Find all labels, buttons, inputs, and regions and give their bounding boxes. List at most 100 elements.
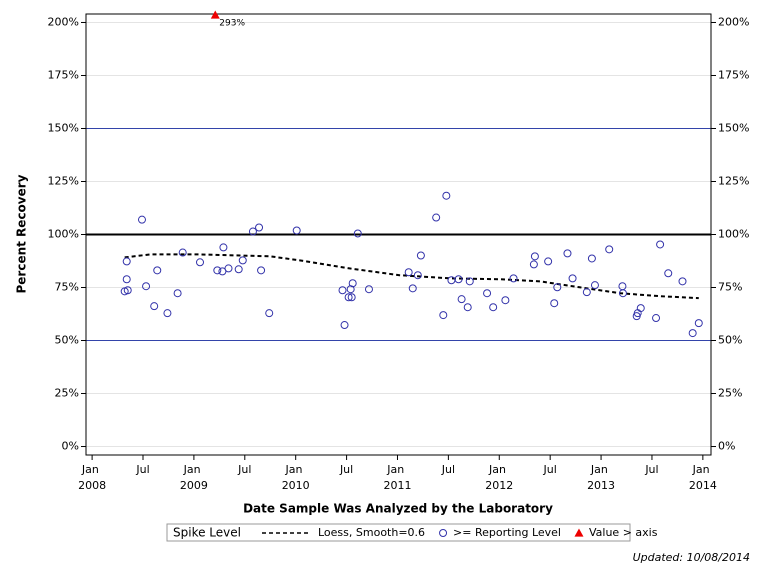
data-point: [432, 213, 441, 222]
y-tick-label: 200%: [48, 15, 79, 28]
y-tick-label: 150%: [48, 121, 79, 134]
x-axis-title: Date Sample Was Analyzed by the Laborato…: [243, 502, 553, 516]
y-tick-label: 25%: [55, 387, 79, 400]
data-point: [238, 256, 247, 265]
data-point: [408, 284, 417, 293]
data-point: [489, 303, 498, 312]
x-tick-label: Jan 2009: [180, 463, 208, 492]
data-point: [618, 289, 627, 298]
data-point: [636, 304, 645, 313]
data-point: [347, 293, 356, 302]
y2-tick-label: 25%: [718, 387, 742, 400]
x-tick-label: Jul: [441, 463, 455, 476]
x-tick-label: Jul: [339, 463, 353, 476]
data-point: [694, 319, 703, 328]
data-point: [529, 260, 538, 269]
data-point: [353, 229, 362, 238]
data-point: [257, 266, 266, 275]
data-point: [348, 279, 357, 288]
legend-box: [166, 523, 631, 542]
y-tick-label: 75%: [55, 281, 79, 294]
data-point: [509, 274, 518, 283]
plot-frame: [85, 13, 712, 456]
y-tick-label: 125%: [48, 174, 79, 187]
data-point: [587, 254, 596, 263]
data-point: [416, 251, 425, 260]
x-tick-label: Jan 2011: [383, 463, 411, 492]
data-point: [605, 245, 614, 254]
data-point: [582, 288, 591, 297]
data-point: [163, 309, 172, 318]
off-axis-marker: [210, 10, 220, 19]
data-point: [122, 257, 131, 266]
y2-tick-label: 50%: [718, 334, 742, 347]
data-point: [153, 266, 162, 275]
data-point: [338, 286, 347, 295]
data-point: [255, 223, 264, 232]
y-tick-label: 50%: [55, 334, 79, 347]
loess-line: [124, 253, 699, 300]
data-point: [123, 286, 132, 295]
data-point: [590, 281, 599, 290]
y-tick-label: 100%: [48, 228, 79, 241]
data-point: [196, 258, 205, 267]
data-point: [364, 285, 373, 294]
data-point: [439, 311, 448, 320]
y2-tick-label: 0%: [718, 440, 735, 453]
data-point: [678, 277, 687, 286]
data-point: [465, 277, 474, 286]
data-point: [656, 240, 665, 249]
legend-label: Loess, Smooth=0.6: [318, 526, 425, 539]
data-point: [463, 303, 472, 312]
y2-tick-label: 175%: [718, 68, 749, 81]
data-point: [142, 282, 151, 291]
data-point: [122, 275, 131, 284]
data-point: [234, 265, 243, 274]
data-point: [454, 275, 463, 284]
y2-tick-label: 200%: [718, 15, 749, 28]
data-point: [501, 296, 510, 305]
data-point: [652, 314, 661, 323]
y2-tick-label: 150%: [718, 121, 749, 134]
data-point: [150, 302, 159, 311]
data-point: [346, 285, 355, 294]
y2-tick-label: 125%: [718, 174, 749, 187]
y2-tick-label: 100%: [718, 228, 749, 241]
y2-tick-label: 75%: [718, 281, 742, 294]
legend-label: Value > axis: [589, 526, 658, 539]
x-tick-label: Jul: [644, 463, 658, 476]
data-point: [137, 215, 146, 224]
legend-label: >= Reporting Level: [453, 526, 561, 539]
x-tick-label: Jul: [543, 463, 557, 476]
y-tick-label: 175%: [48, 68, 79, 81]
data-point: [563, 249, 572, 258]
x-tick-label: Jul: [237, 463, 251, 476]
data-label: 293%: [219, 19, 245, 29]
data-point: [340, 321, 349, 330]
data-point: [265, 309, 274, 318]
y-tick-label: 0%: [62, 440, 79, 453]
data-point: [530, 252, 539, 261]
x-tick-label: Jan 2014: [689, 463, 717, 492]
data-point: [178, 248, 187, 257]
data-point: [404, 268, 413, 277]
y-axis-title: Percent Recovery: [15, 174, 29, 293]
data-point: [442, 191, 451, 200]
data-point: [413, 271, 422, 280]
data-point: [568, 274, 577, 283]
x-tick-label: Jan 2010: [282, 463, 310, 492]
data-point: [224, 264, 233, 273]
x-tick-label: Jan 2013: [587, 463, 615, 492]
x-tick-label: Jan 2012: [485, 463, 513, 492]
data-point: [344, 293, 353, 302]
data-point: [664, 269, 673, 278]
data-point: [544, 257, 553, 266]
data-point: [292, 226, 301, 235]
data-point: [219, 243, 228, 252]
data-point: [553, 283, 562, 292]
data-point: [550, 299, 559, 308]
data-point: [483, 289, 492, 298]
legend-marker: [574, 528, 584, 537]
